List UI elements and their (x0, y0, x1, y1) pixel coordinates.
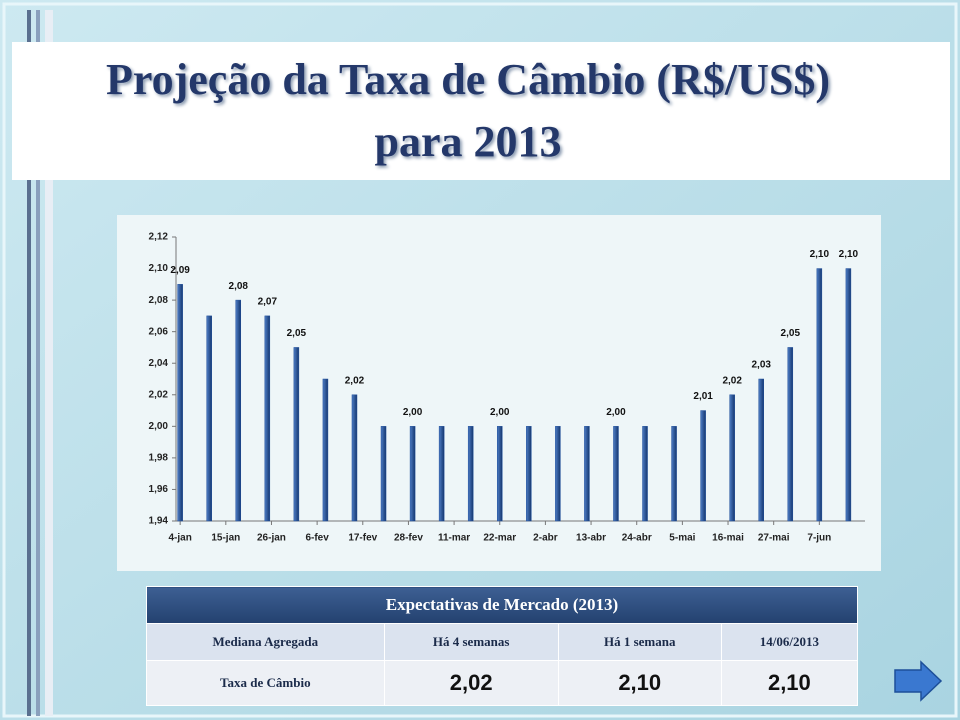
bar (845, 268, 852, 522)
x-tick-label: 22-mar (483, 533, 516, 544)
x-tick-label: 5-mai (669, 533, 695, 544)
x-tick-label: 4-jan (168, 533, 191, 544)
slide-title: Projeção da Taxa de Câmbio (R$/US$) (106, 55, 830, 104)
bar (496, 426, 503, 522)
data-label: 2,00 (403, 407, 423, 418)
x-tick-label: 16-mai (712, 533, 744, 544)
x-tick-label: 17-fev (348, 533, 377, 544)
data-label: 2,10 (839, 249, 859, 260)
bar (467, 426, 474, 522)
y-tick-label: 1,96 (149, 484, 169, 495)
bar (235, 299, 242, 522)
x-tick-label: 27-mai (758, 533, 790, 544)
y-tick-label: 2,04 (149, 358, 169, 369)
data-label: 2,03 (752, 360, 772, 371)
bar (409, 426, 416, 522)
data-label: 2,02 (345, 375, 365, 386)
slide-title: para 2013 (375, 117, 562, 166)
bar (351, 394, 358, 522)
data-label: 2,08 (229, 281, 249, 292)
table-title: Expectativas de Mercado (2013) (146, 586, 858, 624)
header-cell: Mediana Agregada (146, 623, 385, 661)
y-tick-label: 2,00 (149, 421, 169, 432)
x-tick-label: 24-abr (622, 533, 652, 544)
data-label: 2,00 (490, 407, 510, 418)
bar (584, 426, 590, 522)
data-label: 2,09 (170, 265, 190, 276)
y-tick-label: 2,08 (149, 295, 169, 306)
bar (700, 410, 706, 522)
y-tick-label: 2,12 (149, 232, 169, 243)
header-cell: 14/06/2013 (720, 623, 859, 661)
bar (787, 347, 794, 522)
market-table: Expectativas de Mercado (2013) Mediana A… (146, 586, 859, 706)
data-label: 2,00 (606, 407, 626, 418)
bar (264, 315, 271, 522)
header-cell: Há 4 semanas (383, 623, 559, 661)
x-tick-label: 13-abr (576, 533, 606, 544)
y-tick-label: 2,02 (149, 389, 169, 400)
data-label: 2,07 (258, 297, 278, 308)
bar (613, 426, 619, 522)
bar (642, 426, 648, 522)
cell: 2,10 (557, 660, 722, 706)
bar (758, 378, 764, 522)
x-tick-label: 15-jan (211, 533, 240, 544)
title-band (12, 42, 950, 180)
bar (293, 347, 300, 522)
bar (177, 284, 183, 522)
stripe (45, 10, 53, 716)
x-tick-label: 26-jan (257, 533, 286, 544)
y-tick-label: 2,06 (149, 326, 169, 337)
x-tick-label: 6-fev (305, 533, 329, 544)
data-label: 2,01 (693, 391, 713, 402)
plot: 1,94 1,96 1,98 2,00 2,02 2,04 2,06 2,08 2,10 2,12… (149, 232, 865, 544)
x-tick-label: 2-abr (533, 533, 558, 544)
y-tick-label: 1,94 (149, 516, 169, 527)
data-label: 2,05 (287, 328, 307, 339)
bar (555, 426, 561, 522)
data-label: 2,02 (722, 375, 742, 386)
stripe (27, 10, 31, 716)
x-tick-label: 28-fev (394, 533, 423, 544)
bar (438, 426, 445, 522)
data-label: 2,05 (781, 328, 801, 339)
bar (322, 378, 329, 522)
y-tick-label: 2,10 (149, 263, 169, 274)
data-label: 2,10 (810, 249, 830, 260)
cell: 2,10 (720, 660, 859, 706)
row-label: Taxa de Câmbio (146, 660, 385, 706)
cell: 2,02 (383, 660, 559, 706)
x-tick-label: 11-mar (438, 533, 470, 544)
x-tick-label: 7-jun (807, 533, 831, 544)
bar (380, 426, 387, 522)
y-tick-label: 1,98 (149, 453, 169, 464)
bar (526, 426, 532, 522)
bar (816, 268, 823, 522)
bar (206, 315, 212, 522)
bar (671, 426, 677, 522)
next-arrow[interactable] (894, 660, 943, 702)
stripe (36, 10, 40, 716)
bar (729, 394, 735, 522)
header-cell: Há 1 semana (557, 623, 722, 661)
